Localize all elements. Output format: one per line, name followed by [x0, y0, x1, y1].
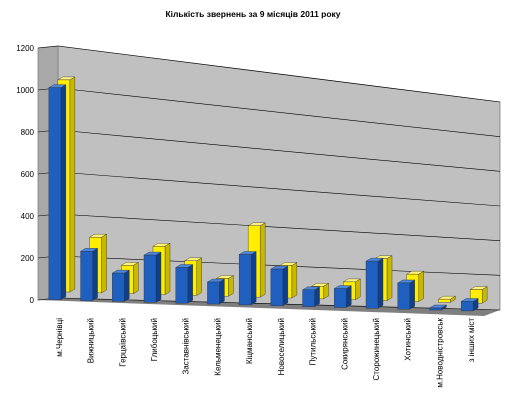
x-tick-label: м.Новодністровськ — [435, 318, 444, 388]
bar-side-series-1 — [155, 251, 162, 303]
bar-side-series-1 — [124, 269, 130, 302]
x-tick-label: Сторожинецький — [372, 318, 381, 380]
bar-side-series-1 — [60, 84, 67, 301]
bar-side-series-2 — [291, 262, 298, 299]
bar-series-1 — [397, 282, 410, 310]
bar-side-series-2 — [355, 278, 361, 301]
bar-side-series-2 — [228, 275, 234, 297]
gridline — [57, 87, 501, 137]
y-tick-label: 1200 — [16, 44, 34, 53]
x-tick-label: Глибоцький — [150, 318, 159, 361]
bar-series-2 — [438, 298, 451, 303]
bar-side-series-2 — [196, 257, 202, 296]
bar-side-series-2 — [69, 76, 76, 293]
bars — [48, 76, 488, 312]
x-tick-label: Кіцманський — [245, 318, 254, 364]
x-tick-label: Герцаївський — [118, 318, 127, 367]
chart-title: Кількість звернень за 9 місяців 2011 рок… — [165, 9, 341, 19]
bar-series-1 — [460, 301, 474, 312]
bar-side-series-2 — [259, 222, 266, 298]
x-tick-label: Хотинський — [404, 318, 413, 361]
x-tick-label: з інших міст — [467, 318, 476, 362]
bar-side-series-1 — [282, 265, 289, 307]
x-tick-label: Кельменецький — [213, 318, 222, 376]
bar-series-1 — [207, 281, 220, 305]
x-tick-label: Новоселицький — [277, 318, 286, 375]
y-tick-label: 200 — [21, 254, 35, 263]
bar-series-1 — [270, 268, 284, 306]
bar-series-1 — [112, 272, 125, 302]
x-tick-label: Заставнівський — [182, 318, 191, 375]
bar-side-series-2 — [101, 233, 107, 294]
bar-side-series-1 — [314, 286, 320, 307]
bar-side-series-2 — [164, 242, 171, 295]
bar-series-1 — [48, 87, 62, 300]
x-tick-label: Сокирянський — [340, 318, 349, 370]
y-tick-label: 600 — [21, 170, 35, 179]
x-tick-label: Вижницький — [87, 318, 96, 363]
bar-series-1 — [238, 254, 252, 306]
y-tick-labels: 0 200 400 600 800 1000 1200 — [16, 44, 34, 305]
plot-walls — [37, 45, 501, 316]
x-tick-label: Путильський — [309, 318, 318, 365]
y-tick-label: 800 — [21, 128, 35, 137]
bar-side-series-2 — [386, 255, 393, 301]
y-tick-label: 0 — [30, 296, 35, 305]
y-tick-label: 400 — [21, 212, 35, 221]
bar-series-1 — [429, 307, 442, 311]
bar-series-1 — [80, 251, 93, 301]
bar-side-series-1 — [409, 279, 415, 310]
bar-series-1 — [365, 260, 379, 309]
bar-side-series-1 — [219, 278, 225, 305]
bar-side-series-1 — [377, 257, 384, 309]
gridline — [57, 45, 501, 103]
bar-side-series-1 — [250, 251, 257, 306]
gridline — [57, 129, 501, 172]
gridline — [57, 255, 501, 276]
bar-series-1 — [175, 267, 188, 304]
gridline — [57, 213, 501, 241]
bar-side-series-2 — [418, 270, 424, 302]
y-tick-label: 1000 — [16, 86, 34, 95]
bar-side-series-1 — [92, 247, 98, 301]
bar-side-series-1 — [187, 264, 193, 304]
bar-side-series-1 — [346, 285, 352, 308]
gridline — [57, 171, 501, 207]
bar-series-1 — [302, 289, 315, 307]
x-tick-label: м.Чернівці — [55, 318, 64, 357]
bar-series-1 — [143, 254, 157, 303]
bar-series-1 — [334, 288, 347, 308]
x-tick-labels: м.Чернівці Вижницький Герцаївський Глибоцьк… — [55, 318, 476, 388]
bar-side-series-2 — [133, 262, 139, 295]
gridline-side — [37, 45, 59, 49]
